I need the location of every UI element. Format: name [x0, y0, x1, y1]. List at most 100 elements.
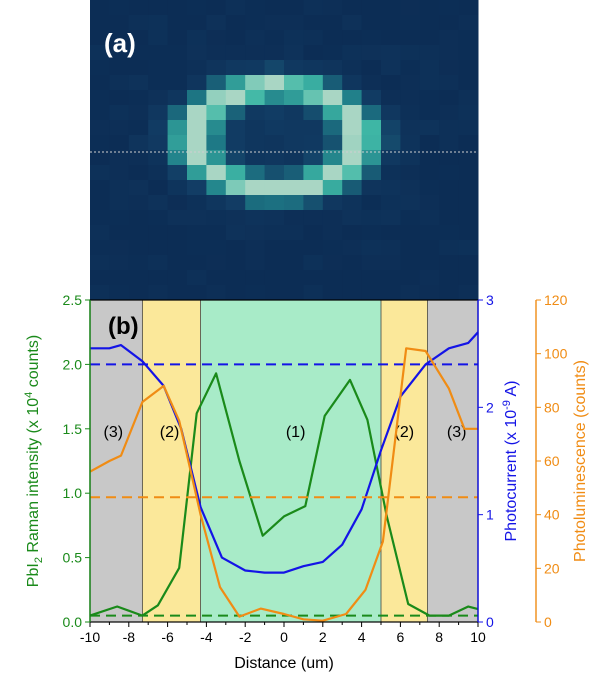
heatmap-pixel [342, 90, 363, 106]
heatmap-pixel [167, 285, 188, 301]
heatmap-pixel [342, 135, 363, 151]
heatmap-pixel [419, 15, 440, 31]
heatmap-pixel [206, 270, 227, 286]
heatmap-pixel [439, 90, 460, 106]
heatmap-pixel [322, 285, 343, 301]
photoluminescence-tick-label: 100 [544, 346, 568, 362]
heatmap-pixel [148, 105, 169, 121]
heatmap-pixel [264, 105, 285, 121]
heatmap-pixel [284, 270, 304, 286]
heatmap-pixel [361, 60, 382, 76]
heatmap-pixel [361, 0, 382, 16]
region-bands: (3) (2) (1) (2) (3) [90, 300, 478, 622]
heatmap-pixel [400, 60, 421, 76]
heatmap-pixel [90, 30, 110, 46]
heatmap-pixel [128, 255, 149, 271]
heatmap-pixel [109, 0, 130, 16]
heatmap-pixel [400, 195, 421, 211]
heatmap-pixel [419, 195, 440, 211]
heatmap-pixel [439, 0, 460, 16]
heatmap-pixel [109, 120, 130, 136]
heatmap-pixel [439, 225, 460, 241]
heatmap-pixel [109, 105, 130, 121]
heatmap-pixel [381, 165, 401, 181]
heatmap-pixel [264, 15, 285, 31]
heatmap-pixel [128, 225, 149, 241]
heatmap-pixel [90, 255, 110, 271]
heatmap-pixel [245, 210, 266, 226]
heatmap-pixel [187, 225, 207, 241]
heatmap-pixel [419, 225, 440, 241]
heatmap-pixel [187, 75, 207, 91]
heatmap-pixel [245, 165, 266, 181]
heatmap-pixel [303, 240, 324, 256]
heatmap-pixel [128, 15, 149, 31]
heatmap-pixel [322, 120, 343, 136]
heatmap-pixel [303, 60, 324, 76]
heatmap-pixel [342, 285, 363, 301]
heatmap-pixel [342, 150, 363, 166]
heatmap-pixel [439, 120, 460, 136]
heatmap-pixel [167, 225, 188, 241]
left-tick-label: 2.5 [63, 292, 83, 308]
heatmap-pixel [322, 45, 343, 61]
heatmap-pixel [187, 135, 207, 151]
heatmap-pixel [303, 120, 324, 136]
heatmap-pixel [400, 45, 421, 61]
heatmap-pixel [225, 60, 246, 76]
heatmap-pixel [458, 45, 479, 61]
heatmap-pixel [439, 180, 460, 196]
heatmap-pixel [381, 30, 401, 46]
heatmap-pixel [167, 60, 188, 76]
heatmap-pixel [400, 90, 421, 106]
heatmap-pixel [400, 30, 421, 46]
heatmap-pixel [225, 90, 246, 106]
heatmap-pixel [206, 240, 227, 256]
heatmap-pixel [225, 75, 246, 91]
photoluminescence-tick-label: 40 [544, 507, 560, 523]
heatmap-pixel [342, 0, 363, 16]
heatmap-pixel [187, 150, 207, 166]
heatmap-pixel [381, 180, 401, 196]
x-tick-label: 0 [280, 629, 288, 645]
region-band [381, 300, 428, 622]
heatmap-pixel [322, 135, 343, 151]
chart-axes: -10 -8 -6 -4 -2 0 2 4 6 8 10 0.0 0.5 1.0 1.5 2.0 2.5 0 1 2 3… [63, 292, 568, 645]
heatmap-pixel [206, 195, 227, 211]
heatmap-pixel [90, 135, 110, 151]
left-tick-label: 2.0 [63, 356, 83, 372]
heatmap-pixel [90, 0, 110, 16]
heatmap-pixel [381, 0, 401, 16]
heatmap-pixel [303, 255, 324, 271]
region-label: (3) [103, 424, 123, 441]
heatmap-pixel [342, 45, 363, 61]
heatmap-pixel [148, 285, 169, 301]
heatmap-pixel [167, 45, 188, 61]
heatmap-pixel [303, 195, 324, 211]
heatmap-pixel [109, 270, 130, 286]
heatmap-pixel [245, 0, 266, 16]
photocurrent-tick-label: 2 [486, 399, 494, 415]
heatmap-pixel [361, 120, 382, 136]
left-axis-title: PbI2 Raman intensity (x 104 counts) [23, 335, 45, 587]
photocurrent-tick-label: 3 [486, 292, 494, 308]
heatmap-pixel [90, 60, 110, 76]
heatmap-pixel [303, 75, 324, 91]
heatmap-pixel [458, 285, 479, 301]
heatmap-pixel [458, 105, 479, 121]
heatmap-pixel [264, 210, 285, 226]
heatmap-pixel [342, 60, 363, 76]
heatmap-pixel [361, 165, 382, 181]
photoluminescence-tick-label: 20 [544, 560, 560, 576]
heatmap-pixel [90, 90, 110, 106]
heatmap-pixel [264, 255, 285, 271]
heatmap-pixel [148, 225, 169, 241]
heatmap-pixel [284, 60, 304, 76]
heatmap-pixel [148, 270, 169, 286]
heatmap-pixel [225, 270, 246, 286]
heatmap-pixel [361, 255, 382, 271]
heatmap-pixel [381, 60, 401, 76]
heatmap-pixel [284, 180, 304, 196]
heatmap-pixel [264, 240, 285, 256]
heatmap-pixel [264, 270, 285, 286]
